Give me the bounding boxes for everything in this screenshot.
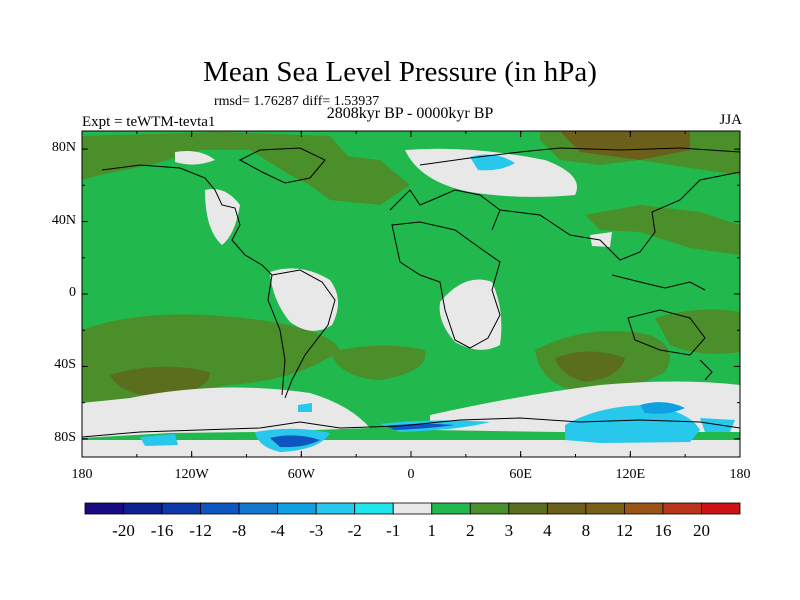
coast-new-zealand — [699, 359, 713, 381]
coast-asia-north — [419, 147, 740, 166]
colorbar-swatch — [662, 502, 702, 515]
axis-ticks — [81, 131, 741, 457]
colorbar — [84, 502, 741, 515]
field-s-atlantic — [330, 345, 426, 380]
coast-north-america — [101, 164, 273, 276]
field-tasman — [655, 309, 740, 354]
colorbar-label: -1 — [386, 521, 401, 540]
colorbar-label: -12 — [189, 521, 212, 540]
colorbar-label: -20 — [112, 521, 135, 540]
experiment-label: Expt = teWTM-tevta1 — [82, 114, 216, 130]
pressure-field — [82, 131, 740, 457]
coast-africa — [391, 221, 501, 349]
field-arctic-na — [82, 132, 360, 195]
colorbar-swatch — [123, 502, 163, 515]
field-indian-core — [555, 351, 625, 382]
colorbar-swatch — [315, 502, 356, 515]
field-drake-patch — [298, 403, 312, 412]
lon-label: 180 — [71, 467, 93, 482]
coast-europe — [389, 189, 501, 231]
colorbar-swatch — [200, 502, 240, 515]
colorbar-label: 1 — [427, 521, 437, 540]
period-text: 2808kyr BP - 0000kyr BP — [326, 105, 494, 122]
field-greenland-w — [175, 151, 215, 165]
plot-title: Mean Sea Level Pressure (in hPa) — [203, 56, 597, 88]
field-antarctica — [82, 440, 740, 457]
lon-label: 180 — [729, 467, 751, 482]
field-s-america — [270, 268, 339, 331]
lat-label: 80S — [54, 429, 76, 445]
lat-label: 80N — [51, 140, 76, 156]
colorbar-swatch — [277, 502, 317, 515]
colorbar-swatch — [546, 502, 587, 515]
coast-australia — [627, 309, 706, 356]
colorbar-swatch — [431, 502, 471, 515]
field-arctic-siberia — [560, 131, 690, 160]
colorbar-label: 3 — [504, 521, 514, 540]
season-label: JJA — [719, 112, 742, 128]
colorbar-label: 16 — [654, 521, 672, 540]
coast-indonesia — [611, 274, 706, 291]
field-s-ocean-west — [82, 387, 370, 438]
colorbar-swatch — [701, 502, 741, 515]
field-n-america — [205, 189, 240, 245]
colorbar-swatch — [354, 502, 394, 515]
field-nw-pacific — [585, 205, 740, 255]
field-amundsen-patch — [140, 434, 178, 446]
colorbar-label: -16 — [150, 521, 174, 540]
coast-south-america-west — [267, 274, 286, 396]
coast-antarctica — [82, 417, 740, 438]
field-n-atlantic — [290, 150, 410, 205]
field-s-pacific-core — [110, 366, 210, 397]
lat-label: 40N — [51, 212, 76, 228]
colorbar-label: 12 — [615, 521, 633, 540]
colorbar-swatch — [161, 502, 201, 515]
lat-label: 0 — [69, 285, 76, 300]
colorbar-label: 20 — [692, 521, 710, 540]
lon-label: 120W — [174, 467, 209, 482]
field-e-antarctic-core — [640, 402, 685, 414]
colorbar-label: -4 — [270, 521, 285, 540]
coast-greenland — [238, 147, 326, 184]
coast-asia-south — [499, 171, 740, 261]
lon-label: 60E — [509, 467, 532, 482]
stats-text: rmsd= 1.76287 diff= 1.53937 — [214, 94, 380, 109]
colorbar-swatch — [585, 502, 625, 515]
colorbar-swatch — [469, 502, 510, 515]
lon-label: 0 — [407, 467, 415, 482]
lon-label: 120E — [615, 467, 646, 482]
colorbar-swatch — [508, 502, 548, 515]
field-ross-core — [270, 435, 320, 448]
lon-label: 60W — [287, 467, 315, 482]
coastlines — [82, 147, 740, 438]
colorbar-label: -2 — [347, 521, 362, 540]
colorbar-swatch — [624, 502, 664, 515]
coast-south-america-east — [271, 269, 336, 399]
field-barents-low — [470, 154, 515, 171]
lat-label: 40S — [54, 357, 76, 373]
colorbar-label: 2 — [466, 521, 475, 540]
field-s-africa — [439, 279, 502, 350]
colorbar-swatch — [392, 502, 433, 515]
colorbar-label: -3 — [309, 521, 324, 540]
colorbar-swatch — [238, 502, 279, 515]
colorbar-label: -8 — [232, 521, 247, 540]
colorbar-label: 8 — [581, 521, 591, 540]
field-e-asia-patch — [590, 232, 612, 247]
colorbar-label: 4 — [543, 521, 552, 540]
field-e-antarctic-low — [565, 405, 700, 443]
colorbar-swatch — [84, 502, 124, 515]
